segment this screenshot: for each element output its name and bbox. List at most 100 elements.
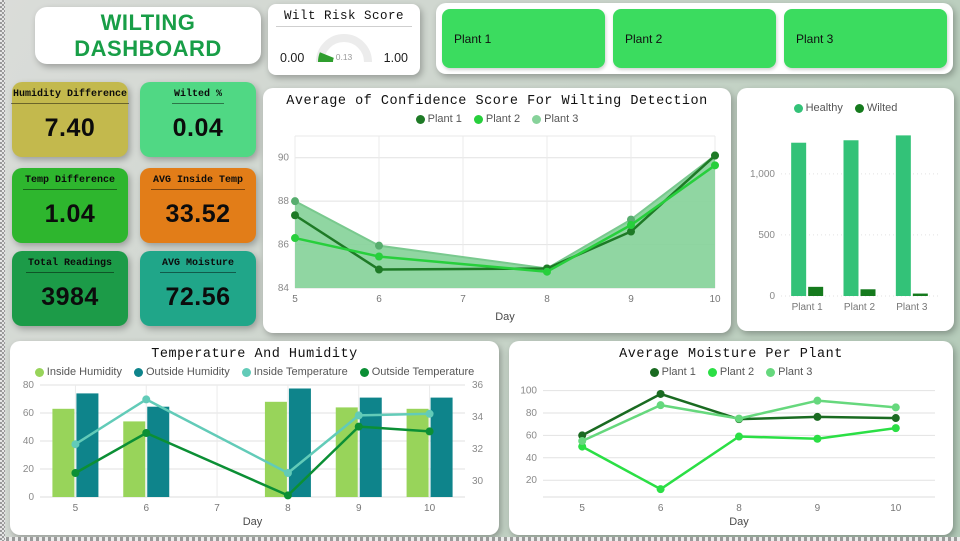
svg-text:60: 60 [23, 408, 35, 419]
svg-text:9: 9 [815, 503, 821, 514]
svg-text:7: 7 [214, 503, 220, 514]
legend-dot-icon [707, 367, 717, 377]
kpi-label: Temp Difference [22, 175, 117, 190]
svg-text:Plant 3: Plant 3 [896, 302, 928, 313]
legend-item-outside-temperature[interactable]: Outside Temperature [359, 366, 475, 378]
legend-label: Plant 1 [661, 366, 696, 378]
kpi-value: 3984 [41, 283, 99, 311]
svg-text:6: 6 [143, 503, 149, 514]
dashboard-title-card: WILTING DASHBOARD [35, 7, 261, 64]
svg-text:86: 86 [278, 240, 290, 251]
svg-text:10: 10 [709, 294, 721, 305]
plant-1-button[interactable]: Plant 1 [442, 9, 605, 68]
svg-text:80: 80 [526, 408, 538, 419]
legend-label: Outside Temperature [371, 366, 475, 378]
svg-text:34: 34 [472, 412, 484, 423]
moisture-plot[interactable]: 20 40 60 80 100 5 6 8 9 10 Day [513, 381, 949, 529]
legend-dot-icon [34, 367, 44, 377]
svg-text:Plant 2: Plant 2 [844, 302, 876, 313]
gauge-min-label: 0.00 [280, 50, 305, 65]
svg-text:8: 8 [285, 503, 291, 514]
legend-dot-icon [359, 367, 369, 377]
kpi-label: Wilted % [171, 89, 224, 104]
svg-text:10: 10 [424, 503, 436, 514]
temp-humidity-chart-card: Temperature And Humidity Inside Humidity… [10, 341, 499, 535]
svg-text:84: 84 [278, 283, 290, 294]
svg-text:36: 36 [472, 381, 484, 391]
kpi-value: 7.40 [44, 114, 96, 142]
legend-dot-icon [854, 103, 864, 113]
legend-dot-icon [793, 103, 803, 113]
svg-text:5: 5 [579, 503, 585, 514]
svg-text:20: 20 [526, 475, 538, 486]
svg-text:8: 8 [736, 503, 742, 514]
legend-dot-icon [649, 367, 659, 377]
svg-text:80: 80 [23, 381, 35, 391]
kpi-avg-inside-temp: AVG Inside Temp 33.52 [140, 168, 256, 243]
svg-text:6: 6 [376, 294, 382, 305]
kpi-avg-moisture: AVG Moisture 72.56 [140, 251, 256, 326]
legend-item-plant-3[interactable]: Plant 3 [766, 366, 812, 378]
kpi-value: 72.56 [165, 283, 231, 311]
legend-label: Healthy [805, 102, 843, 114]
temp-humidity-plot[interactable]: 0 20 40 60 80 30 32 34 36 5 6 7 8 9 10 Day [14, 380, 495, 529]
page-edge-pattern-left [0, 0, 5, 541]
confidence-chart-card: Average of Confidence Score For Wilting … [263, 88, 731, 333]
legend-item-inside-humidity[interactable]: Inside Humidity [34, 366, 122, 378]
svg-text:500: 500 [758, 230, 775, 241]
gauge-max-label: 1.00 [383, 50, 408, 65]
legend-item-plant-1[interactable]: Plant 1 [649, 366, 696, 378]
svg-text:32: 32 [472, 444, 484, 455]
kpi-label: Humidity Difference [10, 89, 130, 104]
legend-dot-icon [133, 367, 143, 377]
gauge-value: 0.13 [335, 52, 353, 62]
svg-text:0: 0 [769, 291, 775, 302]
legend-item-healthy[interactable]: Healthy [793, 102, 843, 114]
svg-text:Plant 1: Plant 1 [792, 302, 824, 313]
legend-item-inside-temperature[interactable]: Inside Temperature [241, 366, 348, 378]
moisture-chart-legend: Plant 1 Plant 2 Plant 3 [513, 363, 949, 381]
legend-label: Plant 1 [427, 113, 462, 125]
plant-2-button[interactable]: Plant 2 [613, 9, 776, 68]
legend-item-plant-2[interactable]: Plant 2 [707, 366, 755, 378]
confidence-chart-title: Average of Confidence Score For Wilting … [286, 94, 708, 109]
kpi-temp-difference: Temp Difference 1.04 [12, 168, 128, 243]
svg-text:60: 60 [526, 430, 538, 441]
svg-text:9: 9 [356, 503, 362, 514]
confidence-chart-legend: Plant 1 Plant 2 Plant 3 [267, 110, 727, 128]
svg-text:20: 20 [23, 464, 35, 475]
legend-item-outside-humidity[interactable]: Outside Humidity [133, 366, 230, 378]
svg-text:Day: Day [243, 516, 263, 528]
svg-text:90: 90 [278, 153, 290, 164]
legend-label: Wilted [866, 102, 898, 114]
gauge-title: Wilt Risk Score [283, 9, 405, 23]
svg-text:40: 40 [526, 453, 538, 464]
svg-text:5: 5 [292, 294, 298, 305]
legend-dot-icon [532, 114, 542, 124]
wilt-risk-score-card: Wilt Risk Score 0.00 0.13 1.00 [268, 4, 420, 75]
svg-text:6: 6 [658, 503, 664, 514]
legend-label: Inside Temperature [253, 366, 348, 378]
plant-3-button[interactable]: Plant 3 [784, 9, 947, 68]
legend-label: Plant 2 [719, 366, 755, 378]
legend-label: Plant 3 [778, 366, 813, 378]
temp-humidity-legend: Inside Humidity Outside Humidity Inside Te… [14, 363, 495, 381]
confidence-chart-plot[interactable]: 84 86 88 90 5 6 7 8 9 10 Day [267, 128, 727, 324]
kpi-value: 0.04 [172, 114, 224, 142]
legend-dot-icon [473, 114, 483, 124]
svg-text:8: 8 [544, 294, 550, 305]
svg-text:0: 0 [28, 492, 34, 503]
legend-item-plant-3[interactable]: Plant 3 [532, 113, 578, 125]
legend-item-plant-2[interactable]: Plant 2 [473, 113, 520, 125]
healthy-wilted-plot[interactable]: 0 500 1,000 Plant 1 Plant 2 Plant 3 [741, 117, 950, 324]
legend-item-plant-1[interactable]: Plant 1 [415, 113, 462, 125]
legend-item-wilted[interactable]: Wilted [854, 102, 898, 114]
svg-text:88: 88 [278, 196, 290, 207]
gauge-arc: 0.13 [314, 33, 374, 65]
temp-humidity-chart-title: Temperature And Humidity [151, 347, 358, 362]
healthy-wilted-chart-card: Healthy Wilted 0 500 1,000 Plant 1 Plant 2 Pla… [737, 88, 954, 331]
svg-text:40: 40 [23, 436, 35, 447]
kpi-label: AVG Inside Temp [150, 175, 245, 190]
kpi-value: 1.04 [44, 200, 96, 228]
kpi-value: 33.52 [165, 200, 231, 228]
